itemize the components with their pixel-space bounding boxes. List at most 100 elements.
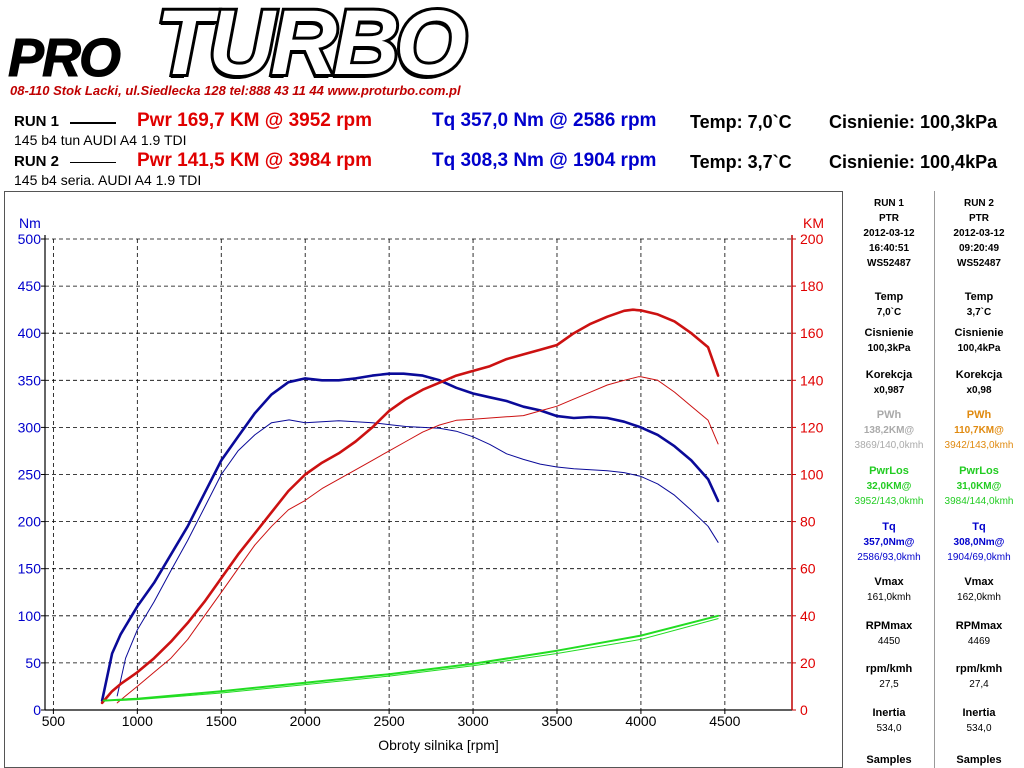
y-right-tick-label: 80 [800,514,816,530]
run-1-inertia-label: Inertia [872,707,906,719]
run-2-label: RUN 2 [14,153,60,170]
address-line: 08-110 Stok Lacki, ul.Siedlecka 128 tel:… [10,83,461,98]
run-1-pwh-sub: 3869/140,0kmh [854,440,924,451]
run-1-details: RUN 1 PTR 2012-03-12 16:40:51 WS52487 Te… [845,191,933,768]
run-1-detail-name: RUN 1 [873,198,904,209]
run-1-pressure: Cisnienie: 100,3kPa [829,112,998,132]
run-1-power-line [100,308,720,705]
y-right-axis-title: KM [803,215,824,231]
run-2-tq-label: Tq [972,521,986,533]
x-tick-label: 4500 [709,713,740,729]
proturbo-logo: PRO TURBO TURBO [8,2,474,84]
run-2-pwh-label: PWh [966,409,992,421]
y-right-tick-label: 100 [800,467,824,483]
x-tick-label: 4000 [625,713,656,729]
run-1-torque: Tq 357,0 Nm @ 2586 rpm [432,110,657,131]
logo-turbo: TURBO [156,2,467,84]
run-2-detail-id: WS52487 [957,258,1001,269]
run-2-pwrlos-label: PwrLos [959,465,999,477]
run-1-press-label: Cisnienie [864,327,914,339]
run-1-press-value: 100,3kPa [867,343,911,354]
run-1-tq-sub: 2586/93,0kmh [857,552,921,563]
run-2-detail-ptr: PTR [969,213,989,224]
x-tick-label: 3500 [541,713,572,729]
run-1-rpmmax-value: 4450 [877,636,901,647]
run-2-line-sample [70,162,116,163]
x-tick-label: 1500 [206,713,237,729]
y-left-tick-label: 100 [18,608,42,624]
y-right-tick-label: 0 [800,702,808,718]
run-2-samples-label: Samples [956,754,1002,766]
logo-pro: PRO [8,28,121,84]
x-tick-label: 3000 [457,713,488,729]
y-left-tick-label: 0 [33,702,41,718]
y-left-tick-label: 50 [25,655,41,671]
run-2-rpmmax-label: RPMmax [955,620,1003,632]
run-1-temp-value: 7,0`C [876,307,902,318]
run-2-summary: RUN 2 145 b4 seria. AUDI A4 1.9 TDI Pwr … [0,150,1024,193]
run-2-detail-date: 2012-03-12 [953,228,1005,239]
y-left-tick-label: 300 [18,419,42,435]
run-2-temp: Temp: 3,7`C [690,152,792,172]
run-2-power-line [116,376,719,704]
dyno-chart-frame: 500 1000 1500 2000 2500 3000 3500 4000 4500 0 50 10… [4,191,843,768]
run-1-korekcja-label: Korekcja [865,369,913,381]
run-1-temp: Temp: 7,0`C [690,112,792,132]
run-1-vmax-value: 161,0kmh [867,592,911,603]
x-tick-label: 2500 [374,713,405,729]
run-2-rpmkmh-label: rpm/kmh [955,663,1003,675]
run-1-summary: RUN 1 145 b4 tun AUDI A4 1.9 TDI Pwr 169… [0,110,1024,153]
run-2-tq-value: 308,0Nm@ [953,537,1005,548]
y-left-tick-label: 400 [18,325,42,341]
run-1-inertia-value: 534,0 [876,723,902,734]
run-2-inertia-label: Inertia [962,707,996,719]
run-1-tq-value: 357,0Nm@ [863,537,915,548]
run-2-details: RUN 2 PTR 2012-03-12 09:20:49 WS52487 Te… [934,191,1023,768]
y-right-tick-label: 120 [800,419,824,435]
y-left-tick-label: 150 [18,561,42,577]
run-2-rpmmax-value: 4469 [967,636,991,647]
x-tick-label: 500 [42,713,66,729]
run-1-rpmmax-label: RPMmax [865,620,913,632]
run-1-loss-line [102,614,720,702]
run-2-pwh-sub: 3942/143,0kmh [944,440,1014,451]
run-2-inertia-value: 534,0 [966,723,992,734]
y-right-tick-label: 180 [800,278,824,294]
dyno-chart: 500 1000 1500 2000 2500 3000 3500 4000 450005010… [18,215,824,753]
run-1-rpmkmh-value: 27,5 [879,679,899,690]
y-right-tick-label: 200 [800,231,824,247]
run-1-pwrlos-value: 32,0KM@ [866,481,912,492]
run-2-torque-line [116,419,719,697]
run-1-description: 145 b4 tun AUDI A4 1.9 TDI [14,132,187,148]
run-2-torque: Tq 308,3 Nm @ 1904 rpm [432,150,657,171]
y-left-tick-label: 350 [18,372,42,388]
y-left-tick-label: 500 [18,231,42,247]
y-right-tick-label: 20 [800,655,816,671]
y-left-tick-label: 250 [18,467,42,483]
run-1-detail-id: WS52487 [867,258,911,269]
y-right-tick-label: 60 [800,561,816,577]
run-1-pwrlos-label: PwrLos [869,465,909,477]
x-tick-label: 2000 [290,713,321,729]
run-2-korekcja-label: Korekcja [955,369,1003,381]
run-2-detail-name: RUN 2 [963,198,994,209]
y-right-tick-label: 140 [800,372,824,388]
chart-labels: 500 1000 1500 2000 2500 3000 3500 4000 450005010… [18,215,824,753]
run-1-label: RUN 1 [14,113,60,130]
run-1-temp-label: Temp [874,291,904,303]
run-2-detail-time: 09:20:49 [958,243,1000,254]
run-details-panel: RUN 1 PTR 2012-03-12 16:40:51 WS52487 Te… [845,191,1024,768]
run-2-pwrlos-sub: 3984/144,0kmh [944,496,1014,507]
run-2-vmax-value: 162,0kmh [957,592,1001,603]
run-1-pwh-label: PWh [876,409,902,421]
y-left-axis-title: Nm [19,215,41,231]
run-1-line-sample [70,122,116,124]
run-1-samples-label: Samples [866,754,912,766]
run-1-pwh-value: 138,2KM@ [863,425,915,436]
y-left-tick-label: 200 [18,514,42,530]
run-2-pwrlos-value: 31,0KM@ [956,481,1002,492]
run-1-torque-line [100,372,720,702]
x-axis-title: Obroty silnika [rpm] [378,737,499,753]
run-2-pressure: Cisnienie: 100,4kPa [829,152,998,172]
run-2-vmax-label: Vmax [964,576,994,588]
